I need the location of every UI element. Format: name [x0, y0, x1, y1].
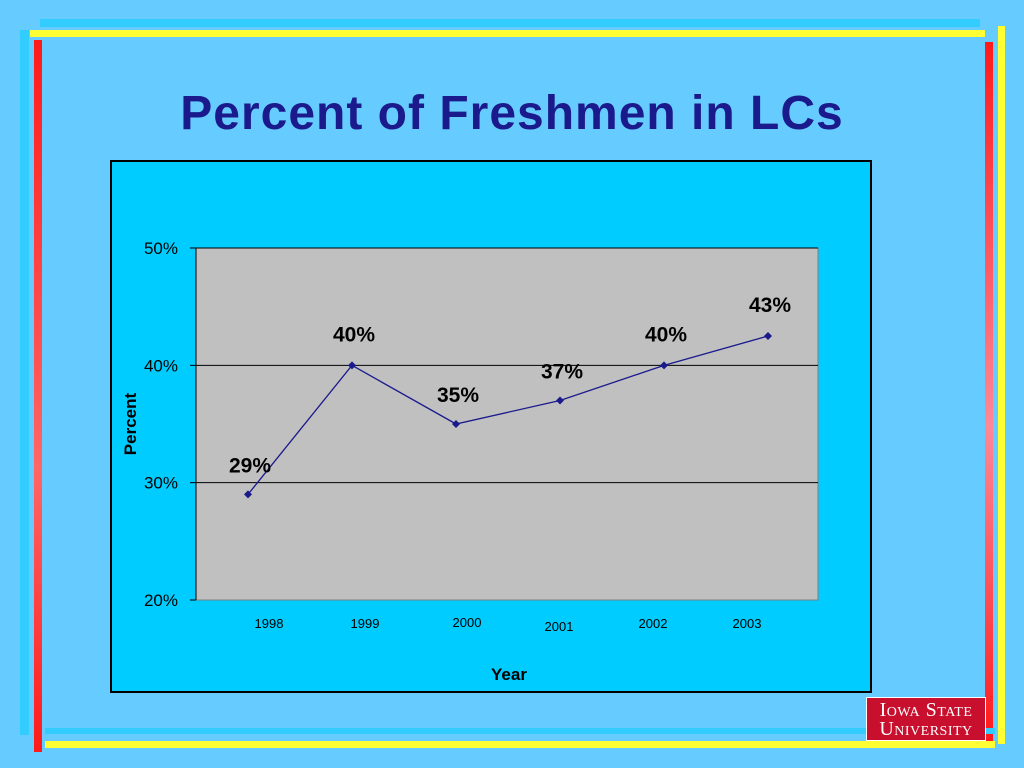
data-point-marker — [764, 332, 772, 340]
left-border-stripe-red — [34, 40, 42, 752]
data-point-marker — [452, 420, 460, 428]
y-tick-label: 30% — [144, 474, 178, 493]
right-border-stripe-yellow — [998, 26, 1005, 744]
data-point-marker — [244, 490, 252, 499]
data-label: 43% — [749, 294, 791, 317]
data-label: 29% — [229, 454, 271, 477]
x-axis-title: Year — [491, 665, 527, 684]
x-tick-label: 2001 — [545, 619, 574, 634]
university-logo: Iowa State University — [866, 697, 986, 741]
plot-area — [195, 247, 819, 601]
data-label: 40% — [333, 323, 375, 346]
x-tick-label: 1998 — [255, 616, 284, 631]
chart-area: 20% 30% 40% 50% 1998 1999 2000 2001 2002 2003 Year… — [110, 160, 872, 693]
x-tick-label: 2000 — [453, 615, 482, 630]
x-tick-label: 1999 — [351, 616, 380, 631]
bottom-border-stripe-yellow — [45, 741, 995, 748]
data-point-marker — [556, 396, 564, 405]
line-chart: 20% 30% 40% 50% 1998 1999 2000 2001 2002 2003 Year… — [121, 239, 819, 684]
y-tick-label: 20% — [144, 591, 178, 610]
data-point-marker — [348, 361, 356, 370]
data-label: 40% — [645, 323, 687, 346]
data-label: 37% — [541, 361, 583, 384]
y-axis-title: Percent — [121, 392, 140, 455]
bottom-border-stripe-blue — [45, 728, 995, 734]
x-tick-label: 2002 — [639, 616, 668, 631]
data-point-marker — [660, 361, 668, 370]
top-border-stripe-blue — [40, 19, 980, 27]
logo-line-1: Iowa State — [879, 699, 973, 721]
logo-line-2: University — [879, 718, 973, 740]
data-label: 35% — [437, 384, 479, 407]
right-border-stripe-red — [985, 42, 993, 742]
y-tick-label: 40% — [144, 356, 178, 375]
left-border-stripe-blue — [20, 30, 29, 735]
series-line — [247, 335, 769, 495]
slide-title: Percent of Freshmen in LCs — [180, 87, 844, 140]
x-tick-label: 2003 — [733, 616, 762, 631]
top-border-stripe-yellow — [30, 30, 985, 37]
y-tick-label: 50% — [144, 239, 178, 258]
